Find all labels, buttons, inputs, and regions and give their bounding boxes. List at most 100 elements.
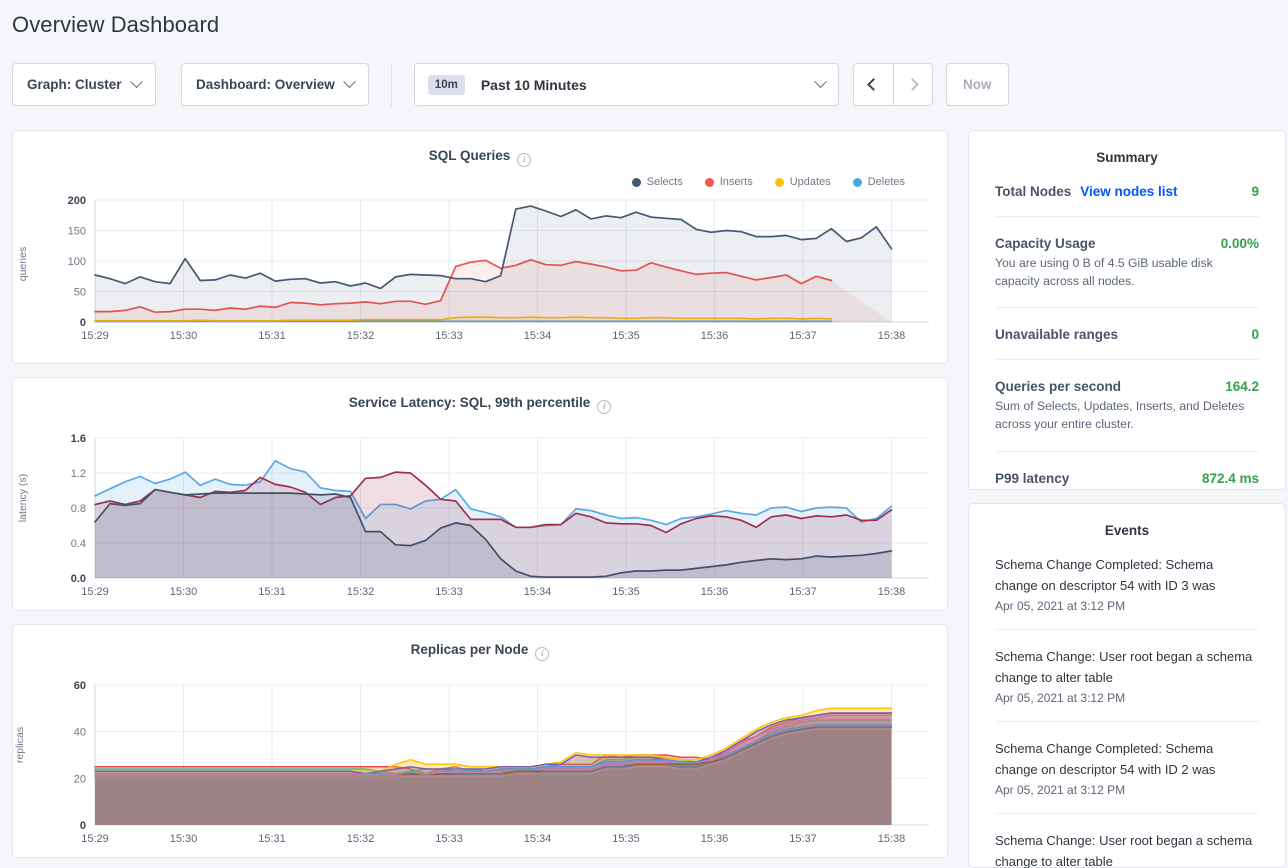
event-text: Schema Change: User root began a schema … <box>995 833 1253 868</box>
summary-divider <box>995 216 1259 217</box>
events-list: Schema Change Completed: Schema change o… <box>969 538 1285 868</box>
event-divider <box>995 721 1259 723</box>
svg-text:0.4: 0.4 <box>71 538 86 550</box>
svg-text:40: 40 <box>74 727 86 739</box>
series-Selects <box>94 205 893 322</box>
svg-text:50: 50 <box>74 287 86 299</box>
chart-legend-sql: Selects Inserts Updates Deletes <box>13 167 947 188</box>
series-n9 <box>94 728 893 825</box>
svg-text:15:38: 15:38 <box>878 586 906 598</box>
summary-row: Queries per second 164.2 <box>995 360 1259 394</box>
previous-range-button[interactable] <box>852 63 893 106</box>
chart-title-sql: SQL Queries i <box>13 131 947 167</box>
page-title: Overview Dashboard <box>12 12 220 37</box>
event-item[interactable]: Schema Change Completed: Schema change o… <box>995 538 1259 613</box>
info-icon[interactable]: i <box>597 400 612 414</box>
svg-text:15:29: 15:29 <box>81 330 109 342</box>
svg-text:0: 0 <box>80 820 86 832</box>
svg-text:15:33: 15:33 <box>435 586 463 598</box>
chart-title-latency: Service Latency: SQL, 99th percentile i <box>13 378 947 414</box>
event-text: Schema Change Completed: Schema change o… <box>995 741 1216 778</box>
svg-text:1.2: 1.2 <box>71 468 86 480</box>
svg-text:15:34: 15:34 <box>524 833 552 845</box>
chevron-left-icon <box>866 78 880 91</box>
event-item[interactable]: Schema Change Completed: Schema change o… <box>995 722 1259 797</box>
summary-rows: Total Nodes View nodes list 9 Capacity Usag… <box>969 165 1285 486</box>
summary-title: Summary <box>1096 150 1158 165</box>
now-button[interactable]: Now <box>945 63 1009 106</box>
view-nodes-list-link[interactable]: View nodes list <box>1080 184 1178 199</box>
svg-text:15:38: 15:38 <box>878 833 906 845</box>
legend-label: Inserts <box>719 176 753 188</box>
sql-queries-chart-panel: SQL Queries i Selects Inserts Updates Delete… <box>12 130 948 364</box>
sql-queries-plot: 0 50 100 150 200 15:29 15:30 15:31 15:32 15:33 15:… <box>68 195 929 342</box>
graph-selector-label: Graph: Cluster <box>27 77 122 92</box>
summary-value: 164.2 <box>1225 379 1259 395</box>
svg-text:15:29: 15:29 <box>81 586 109 598</box>
next-range-button[interactable] <box>892 63 933 106</box>
y-axis-title-replicas: replicas <box>14 726 27 764</box>
svg-text:0.8: 0.8 <box>71 503 86 515</box>
chevron-down-icon <box>813 75 827 89</box>
info-icon[interactable]: i <box>517 153 532 167</box>
summary-row: Capacity Usage 0.00% <box>995 217 1259 251</box>
svg-text:15:37: 15:37 <box>789 833 817 845</box>
svg-text:15:32: 15:32 <box>347 833 375 845</box>
summary-value: 9 <box>1251 184 1259 199</box>
svg-text:15:37: 15:37 <box>789 586 817 598</box>
event-divider <box>995 629 1259 631</box>
series-p99-red <box>94 471 893 578</box>
toolbar-divider <box>390 63 392 106</box>
summary-label: Queries per second <box>995 379 1122 395</box>
summary-row: Total Nodes View nodes list 9 <box>995 165 1259 199</box>
event-timestamp: Apr 05, 2021 at 3:12 PM <box>995 783 1126 798</box>
svg-text:15:29: 15:29 <box>81 833 109 845</box>
summary-value: 872.4 ms <box>1201 470 1259 486</box>
svg-text:60: 60 <box>74 680 86 692</box>
summary-divider <box>995 307 1259 309</box>
info-icon[interactable]: i <box>535 647 550 661</box>
svg-text:15:30: 15:30 <box>170 586 198 598</box>
summary-divider <box>995 450 1259 452</box>
legend-color-dot <box>704 177 714 187</box>
plot-area-replicas: replicas 0 20 40 60 15:29 15:30 15:31 15:32 15:3… <box>13 661 947 851</box>
summary-value: 0.00% <box>1220 236 1259 251</box>
summary-label: Unavailable ranges <box>995 327 1119 343</box>
svg-text:15:31: 15:31 <box>258 586 286 598</box>
y-axis-title-sql: queries <box>17 246 30 282</box>
series-p99-slate <box>94 488 893 578</box>
svg-text:15:33: 15:33 <box>435 330 463 342</box>
legend-color-dot <box>774 177 784 187</box>
legend-item-selects[interactable]: Selects <box>631 176 683 188</box>
svg-text:15:35: 15:35 <box>612 833 640 845</box>
svg-text:15:32: 15:32 <box>347 586 375 598</box>
legend-item-inserts[interactable]: Inserts <box>704 176 753 188</box>
svg-text:15:36: 15:36 <box>701 833 729 845</box>
svg-text:15:36: 15:36 <box>701 586 729 598</box>
plot-area-latency: latency (s) 0.0 0.4 0.8 1.2 1.6 15:29 15:30 15:… <box>13 414 947 604</box>
dashboard-selector-dropdown[interactable]: Dashboard: Overview <box>181 63 369 106</box>
event-divider <box>995 813 1259 815</box>
time-range-picker[interactable]: 10m Past 10 Minutes <box>413 63 839 106</box>
summary-panel: Summary Total Nodes View nodes list 9 Capac… <box>968 130 1286 490</box>
event-text: Schema Change Completed: Schema change o… <box>995 557 1216 594</box>
svg-text:150: 150 <box>68 226 86 238</box>
events-panel: Events Schema Change Completed: Schema c… <box>968 503 1286 868</box>
plot-area-sql: queries 0 50 100 150 200 15:29 15:30 15:31 15:32… <box>13 188 947 348</box>
legend-color-dot <box>631 177 641 187</box>
summary-divider <box>995 359 1259 361</box>
events-title: Events <box>1104 523 1150 538</box>
legend-color-dot <box>852 177 862 187</box>
legend-item-updates[interactable]: Updates <box>774 176 831 188</box>
y-axis-title-latency: latency (s) <box>17 473 30 523</box>
event-item[interactable]: Schema Change: User root began a schema … <box>995 630 1259 705</box>
svg-text:1.6: 1.6 <box>71 433 86 445</box>
series-Inserts <box>94 258 892 322</box>
event-text: Schema Change: User root began a schema … <box>995 649 1253 686</box>
legend-item-deletes[interactable]: Deletes <box>852 176 905 188</box>
toolbar: Graph: Cluster Dashboard: Overview 10m P… <box>12 63 1009 106</box>
svg-text:15:35: 15:35 <box>612 586 640 598</box>
replicas-per-node-chart-panel: Replicas per Node i replicas 0 20 40 60 15:29… <box>12 624 948 858</box>
graph-selector-dropdown[interactable]: Graph: Cluster <box>12 63 156 106</box>
event-item[interactable]: Schema Change: User root began a schema … <box>995 814 1259 868</box>
